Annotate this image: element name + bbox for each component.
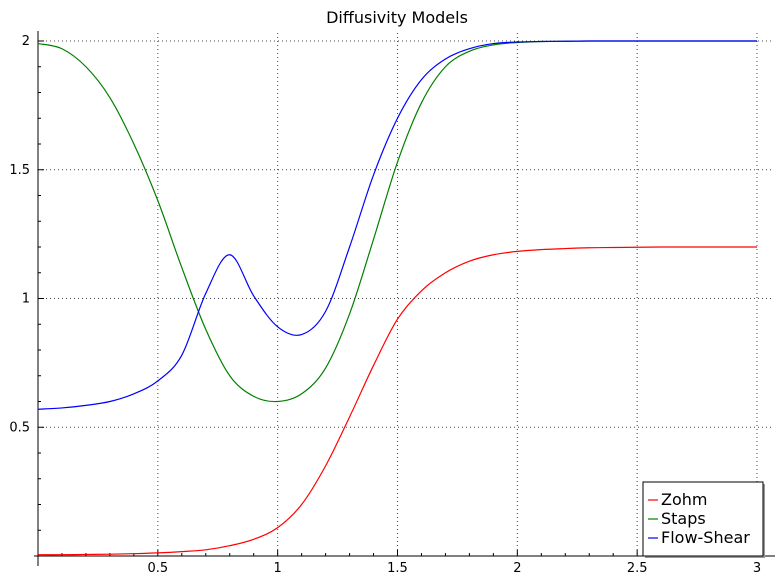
series-lines — [37, 40, 757, 556]
legend-label: Flow-Shear — [661, 528, 750, 547]
ticks: 0.5 1 1.5 2 2.5 3 0.5 1 1.5 2 — [9, 34, 761, 576]
series-line-flow-shear — [37, 40, 757, 410]
legend-label: Zohm — [661, 490, 707, 509]
series-line-zohm — [37, 246, 757, 556]
legend-box — [642, 481, 764, 557]
x-tick-label: 2.5 — [627, 561, 648, 576]
legend-label: Staps — [661, 509, 706, 528]
x-tick-label: 3 — [753, 561, 761, 576]
grid — [38, 33, 773, 556]
x-tick-label: 1 — [274, 561, 282, 576]
y-tick-label: 0.5 — [9, 420, 30, 435]
x-tick-label: 0.5 — [147, 561, 168, 576]
y-tick-label: 1.5 — [9, 163, 30, 178]
x-tick-label: 1.5 — [387, 561, 408, 576]
x-tick-label: 2 — [513, 561, 521, 576]
chart-title: Diffusivity Models — [326, 8, 468, 27]
y-tick-label: 1 — [22, 292, 30, 307]
y-tick-label: 2 — [22, 34, 30, 49]
